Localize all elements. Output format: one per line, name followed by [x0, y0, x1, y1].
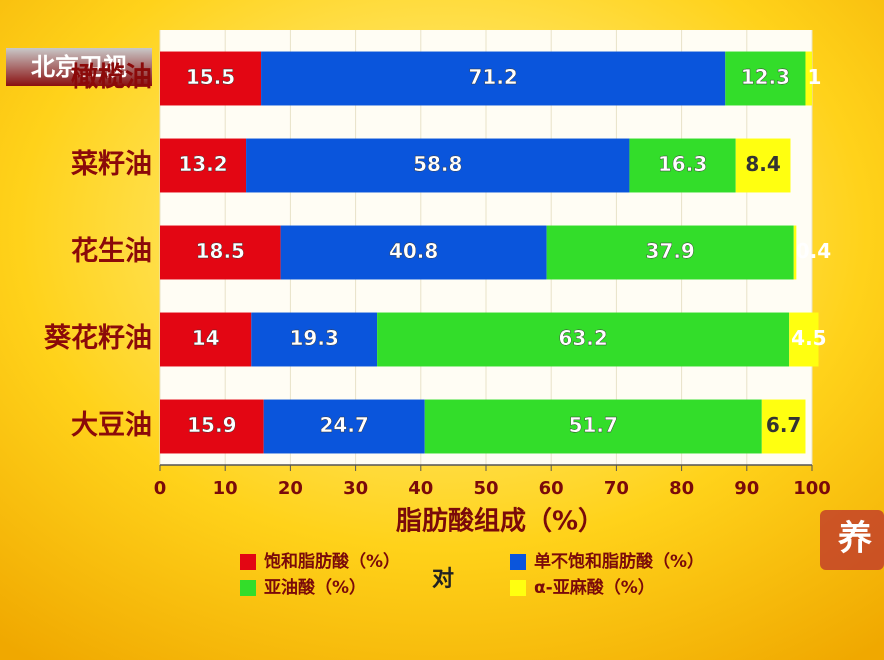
bar-segment [725, 51, 806, 106]
value-label: 71.2 [468, 65, 517, 89]
corner-logo-box [820, 510, 884, 570]
x-axis-title: 脂肪酸组成（%） [396, 506, 604, 537]
bar-segment [805, 51, 812, 106]
legend-label: α-亚麻酸（%） [534, 577, 655, 598]
value-label: 63.2 [558, 326, 607, 350]
y-tick-label: 花生油 [71, 236, 152, 267]
legend-label: 饱和脂肪酸（%） [264, 551, 400, 572]
bar-segment [263, 399, 425, 454]
bar-segment [735, 138, 791, 193]
bar-segment [246, 138, 630, 193]
corner-logo: 养 [838, 519, 872, 559]
x-tick-label: 100 [793, 478, 831, 499]
x-tick-label: 30 [343, 478, 368, 499]
bar-segment [251, 312, 378, 367]
value-label: 16.3 [658, 152, 707, 176]
channel-logo-box [6, 48, 152, 86]
legend-swatch [510, 554, 526, 570]
value-label: 6.7 [766, 413, 801, 437]
x-tick-label: 50 [473, 478, 498, 499]
x-tick-label: 90 [734, 478, 759, 499]
value-label: 40.8 [389, 239, 438, 263]
x-tick-label: 0 [154, 478, 167, 499]
legend-label: 亚油酸（%） [264, 577, 366, 598]
bar-segment [280, 225, 547, 280]
value-label: 19.3 [290, 326, 339, 350]
x-tick-label: 80 [669, 478, 694, 499]
value-label: 14 [192, 326, 220, 350]
bar-segment [160, 225, 281, 280]
channel-logo: 北京卫视 [31, 53, 127, 81]
y-tick-label: 葵花籽油 [44, 323, 152, 354]
value-label: 1 [807, 65, 821, 89]
x-tick-label: 40 [408, 478, 433, 499]
value-label: 15.9 [187, 413, 236, 437]
bar-segment [377, 312, 790, 367]
bar-segment [629, 138, 736, 193]
bar-segment [261, 51, 726, 106]
x-tick-label: 60 [539, 478, 564, 499]
bar-segment [160, 138, 247, 193]
bar-segment [160, 51, 262, 106]
bar-segment [160, 399, 264, 454]
legend-swatch [240, 580, 256, 596]
value-label: 0.4 [796, 239, 831, 263]
value-label: 37.9 [646, 239, 695, 263]
y-tick-label: 橄榄油 [71, 62, 152, 93]
value-label: 58.8 [413, 152, 462, 176]
y-tick-label: 大豆油 [71, 410, 152, 441]
x-tick-label: 70 [604, 478, 629, 499]
value-label: 15.5 [186, 65, 235, 89]
bar-segment [793, 225, 797, 280]
bar-segment [789, 312, 819, 367]
value-label: 12.3 [741, 65, 790, 89]
value-label: 13.2 [178, 152, 227, 176]
value-label: 8.4 [745, 152, 780, 176]
bar-segment [160, 312, 252, 367]
y-tick-label: 菜籽油 [70, 149, 152, 180]
caption: 对 [432, 567, 454, 592]
bar-segment [546, 225, 794, 280]
value-label: 24.7 [320, 413, 369, 437]
legend-label: 单不饱和脂肪酸（%） [534, 551, 704, 572]
bar-segment [424, 399, 762, 454]
legend-swatch [510, 580, 526, 596]
value-label: 51.7 [569, 413, 618, 437]
value-label: 18.5 [196, 239, 245, 263]
x-tick-label: 20 [278, 478, 303, 499]
x-tick-label: 10 [213, 478, 238, 499]
legend-swatch [240, 554, 256, 570]
value-label: 4.5 [791, 326, 826, 350]
bar-segment [761, 399, 806, 454]
